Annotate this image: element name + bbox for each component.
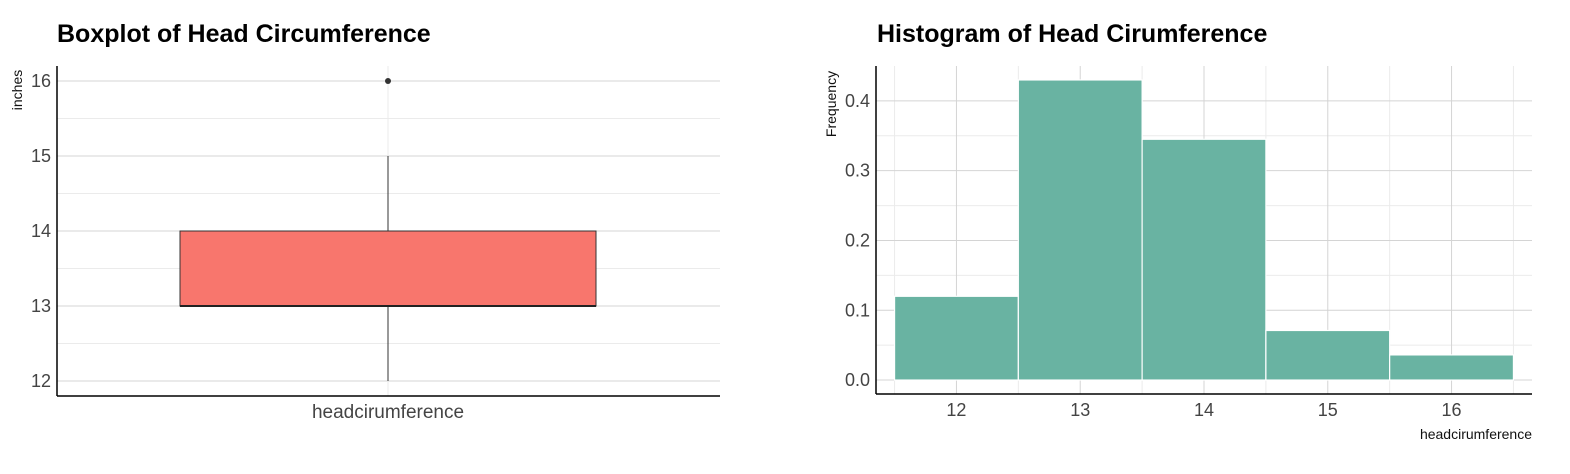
histogram-x-axis-title: headcirumference bbox=[1420, 426, 1532, 442]
histogram-y-axis-title: Frequency bbox=[823, 71, 839, 137]
boxplot-y-axis-title: inches bbox=[9, 70, 25, 110]
histogram-y-tick-label: 0.0 bbox=[845, 370, 870, 390]
boxplot-y-tick-label: 16 bbox=[31, 71, 51, 91]
boxplot-axes bbox=[56, 66, 720, 397]
histogram-x-tick-label: 14 bbox=[1194, 400, 1214, 420]
histogram-y-tick-label: 0.4 bbox=[845, 91, 870, 111]
boxplot-box bbox=[179, 230, 597, 307]
boxplot-x-category-label: headcirumference bbox=[312, 402, 464, 423]
histogram-panel: Histogram of Head Cirumference Frequency… bbox=[823, 20, 1532, 442]
histogram-tick-labels: 0.0 0.1 0.2 0.3 0.4 12 13 14 15 16 bbox=[845, 91, 1462, 420]
histogram-x-tick-label: 16 bbox=[1442, 400, 1462, 420]
boxplot-y-tick-label: 14 bbox=[31, 221, 51, 241]
histogram-title: Histogram of Head Cirumference bbox=[877, 20, 1267, 48]
histogram-x-tick-label: 12 bbox=[946, 400, 966, 420]
histogram-bar bbox=[1389, 354, 1515, 381]
boxplot-y-tick-label: 13 bbox=[31, 296, 51, 316]
boxplot-y-tick-label: 12 bbox=[31, 371, 51, 391]
histogram-bar bbox=[1265, 329, 1391, 381]
histogram-y-tick-label: 0.3 bbox=[845, 161, 870, 181]
histogram-y-tick-label: 0.2 bbox=[845, 230, 870, 250]
boxplot-outlier-point bbox=[385, 78, 391, 84]
boxplot-tick-labels: 12 13 14 15 16 headcirumference bbox=[31, 71, 464, 423]
histogram-axes bbox=[875, 66, 1532, 395]
boxplot-title: Boxplot of Head Circumference bbox=[57, 20, 431, 48]
boxplot-marks bbox=[179, 78, 597, 381]
histogram-bar bbox=[1141, 138, 1267, 381]
histogram-bar bbox=[1017, 79, 1143, 381]
boxplot-panel: Boxplot of Head Circumference inches 121… bbox=[9, 20, 720, 423]
histogram-x-tick-label: 15 bbox=[1318, 400, 1338, 420]
boxplot-y-tick-label: 15 bbox=[31, 146, 51, 166]
histogram-x-tick-label: 13 bbox=[1070, 400, 1090, 420]
histogram-bar bbox=[893, 295, 1019, 381]
histogram-y-tick-label: 0.1 bbox=[845, 300, 870, 320]
histogram-bars bbox=[893, 79, 1515, 381]
